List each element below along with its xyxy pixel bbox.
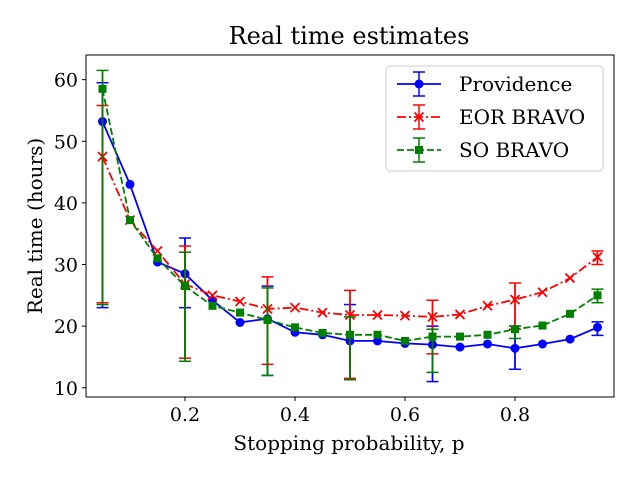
series-so-bravo (96, 69, 604, 381)
data-point (510, 343, 520, 353)
data-point (592, 251, 603, 263)
x-tick-label: 0.8 (500, 404, 530, 426)
data-point (401, 336, 409, 345)
data-point (565, 334, 575, 344)
data-point (483, 330, 492, 339)
data-point (317, 307, 328, 318)
legend: Providence EOR BRAVO SO BRAVO (385, 65, 604, 172)
data-point (427, 311, 438, 323)
data-point (291, 323, 299, 332)
data-point (428, 332, 437, 341)
legend-marker (415, 146, 423, 154)
data-point (372, 309, 383, 321)
data-point (289, 302, 301, 313)
data-point (208, 301, 217, 310)
y-tick-label: 20 (54, 316, 78, 338)
y-axis-label: Real time (hours) (23, 138, 47, 314)
legend-marker (414, 79, 424, 89)
plot-area (96, 69, 604, 383)
data-point (511, 325, 519, 334)
chart-title: Real time estimates (229, 22, 470, 50)
x-axis-label: Stopping probability, p (233, 431, 464, 455)
data-point (207, 290, 218, 301)
data-point (153, 254, 162, 263)
data-point (593, 291, 602, 300)
y-tick-label: 10 (54, 378, 78, 400)
data-point (482, 300, 493, 311)
data-point (263, 315, 272, 324)
axis-ticks: 0.2 0.4 0.6 0.8 10 20 30 40 50 60 (54, 70, 530, 426)
data-point (373, 330, 382, 339)
legend-item: Providence (397, 71, 572, 97)
data-point (456, 332, 464, 341)
x-tick-label: 0.2 (170, 404, 200, 426)
x-tick-label: 0.4 (280, 404, 310, 426)
data-point (509, 294, 521, 305)
data-point (537, 287, 548, 298)
x-tick-label: 0.6 (390, 404, 420, 426)
data-point (344, 309, 356, 321)
data-point (236, 308, 244, 317)
y-tick-label: 30 (54, 255, 78, 277)
data-point (181, 282, 189, 291)
data-point (234, 296, 246, 307)
data-point (566, 309, 574, 318)
data-point (98, 84, 107, 93)
axes-frame (85, 54, 615, 398)
data-point (593, 322, 602, 332)
data-point (126, 216, 134, 225)
y-tick-label: 60 (54, 70, 78, 92)
legend-label: Providence (459, 72, 572, 96)
data-point (455, 342, 465, 352)
data-point (318, 328, 327, 337)
data-point (538, 321, 547, 330)
data-point (483, 339, 492, 349)
data-point (454, 309, 466, 320)
data-point (538, 339, 547, 349)
data-point (399, 310, 411, 321)
legend-box (385, 65, 604, 172)
legend-label: EOR BRAVO (459, 105, 585, 129)
data-point (125, 179, 135, 189)
data-point (346, 330, 354, 339)
data-point (235, 317, 245, 327)
data-point (564, 272, 576, 284)
legend-item: SO BRAVO (397, 137, 569, 163)
legend-marker (413, 111, 425, 123)
legend-label: SO BRAVO (459, 138, 569, 162)
legend-item: EOR BRAVO (397, 104, 585, 130)
y-tick-label: 40 (54, 193, 78, 215)
y-tick-label: 50 (54, 131, 78, 153)
